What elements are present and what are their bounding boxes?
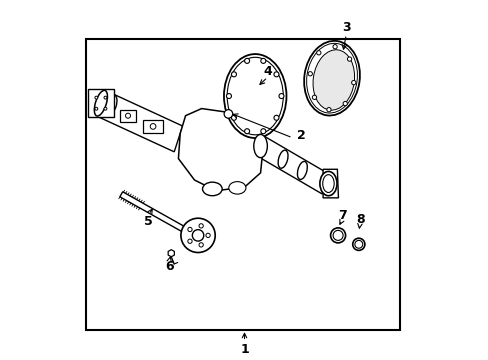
- Circle shape: [187, 239, 192, 243]
- Text: 7: 7: [338, 209, 346, 222]
- Circle shape: [244, 58, 249, 63]
- Polygon shape: [168, 249, 174, 257]
- Text: 2: 2: [297, 129, 305, 142]
- Text: 8: 8: [356, 213, 364, 226]
- Circle shape: [125, 113, 130, 118]
- Circle shape: [181, 218, 215, 252]
- Circle shape: [244, 129, 249, 134]
- Circle shape: [224, 110, 232, 118]
- Bar: [85, 39, 399, 330]
- Polygon shape: [87, 89, 114, 117]
- Ellipse shape: [332, 230, 343, 240]
- Ellipse shape: [94, 90, 107, 116]
- Polygon shape: [323, 169, 338, 198]
- Circle shape: [205, 233, 210, 238]
- Polygon shape: [178, 109, 264, 191]
- Ellipse shape: [306, 43, 357, 113]
- Text: 4: 4: [263, 64, 271, 77]
- Ellipse shape: [278, 150, 287, 168]
- Polygon shape: [120, 109, 136, 122]
- Circle shape: [278, 94, 284, 99]
- Ellipse shape: [224, 54, 286, 138]
- Circle shape: [343, 102, 346, 106]
- Polygon shape: [97, 90, 182, 152]
- Polygon shape: [257, 136, 327, 194]
- Ellipse shape: [352, 238, 364, 250]
- Ellipse shape: [354, 240, 362, 248]
- Circle shape: [260, 129, 265, 134]
- Circle shape: [95, 107, 98, 110]
- Ellipse shape: [319, 171, 336, 196]
- Text: 6: 6: [165, 260, 173, 273]
- Circle shape: [273, 72, 278, 77]
- Circle shape: [346, 57, 351, 61]
- Circle shape: [192, 230, 203, 241]
- Circle shape: [104, 96, 107, 99]
- Text: 3: 3: [341, 21, 350, 33]
- Circle shape: [226, 94, 231, 99]
- Polygon shape: [120, 192, 196, 238]
- Circle shape: [312, 95, 316, 99]
- Circle shape: [150, 123, 156, 129]
- Ellipse shape: [297, 161, 306, 180]
- Ellipse shape: [304, 41, 359, 116]
- Circle shape: [307, 72, 312, 76]
- Circle shape: [273, 115, 278, 120]
- Ellipse shape: [253, 134, 267, 158]
- Text: 5: 5: [143, 215, 152, 228]
- Circle shape: [95, 96, 98, 99]
- Circle shape: [316, 51, 320, 55]
- Circle shape: [326, 108, 330, 112]
- Polygon shape: [143, 120, 163, 133]
- Circle shape: [351, 81, 355, 85]
- Circle shape: [332, 45, 337, 49]
- Ellipse shape: [227, 57, 283, 135]
- Circle shape: [231, 115, 236, 120]
- Circle shape: [260, 58, 265, 63]
- Circle shape: [199, 243, 203, 247]
- Text: 1: 1: [240, 343, 248, 356]
- Circle shape: [187, 228, 192, 231]
- Circle shape: [231, 72, 236, 77]
- Ellipse shape: [202, 182, 222, 196]
- Ellipse shape: [330, 228, 345, 243]
- Ellipse shape: [228, 181, 245, 194]
- Ellipse shape: [312, 50, 354, 110]
- Circle shape: [104, 107, 107, 110]
- Circle shape: [199, 224, 203, 228]
- Ellipse shape: [104, 95, 117, 115]
- Ellipse shape: [322, 175, 333, 193]
